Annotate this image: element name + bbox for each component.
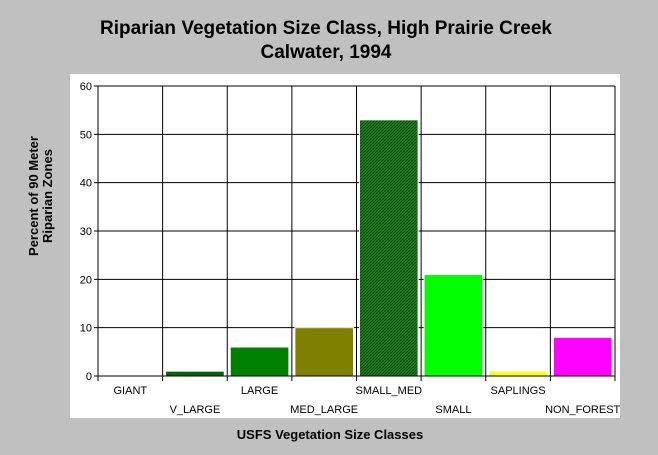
bars: [165, 119, 613, 377]
axes: [94, 85, 616, 381]
y-axis-title-line2: Riparian Zones: [40, 149, 55, 243]
y-tick-label: 0: [86, 371, 92, 383]
x-category-label: SMALL_MED: [355, 385, 422, 397]
x-axis-title: USFS Vegetation Size Classes: [237, 427, 423, 442]
y-tick-labels: 0 10 20 30 40 50 60: [80, 81, 92, 383]
x-category-label: MED_LARGE: [290, 404, 358, 416]
y-axis-title-line1: Percent of 90 Meter: [26, 136, 41, 256]
bar-saplings: [488, 370, 548, 377]
bar-med-large: [294, 327, 354, 377]
y-tick-label: 30: [80, 226, 92, 238]
y-tick-label: 20: [80, 274, 92, 286]
chart-subtitle: Calwater, 1994: [261, 42, 392, 63]
bar-small-med: [359, 119, 419, 377]
bar-large: [229, 346, 290, 377]
bar-small: [423, 274, 484, 377]
bar-non-forest: [552, 336, 613, 377]
x-category-label: LARGE: [241, 385, 278, 397]
y-tick-label: 40: [80, 178, 92, 190]
bar-v-large: [165, 370, 225, 377]
x-category-label: V_LARGE: [170, 404, 221, 416]
x-category-label: SMALL: [435, 404, 471, 416]
y-tick-label: 60: [80, 81, 92, 93]
chart-title: Riparian Vegetation Size Class, High Pra…: [100, 18, 552, 39]
y-tick-label: 10: [80, 323, 92, 335]
x-category-label: GIANT: [114, 385, 148, 397]
x-category-label: SAPLINGS: [491, 385, 546, 397]
x-category-labels: GIANT V_LARGE LARGE MED_LARGE SMALL_MED SMALL…: [114, 385, 621, 416]
x-category-label: NON_FOREST: [545, 404, 620, 416]
y-tick-label: 50: [80, 129, 92, 141]
